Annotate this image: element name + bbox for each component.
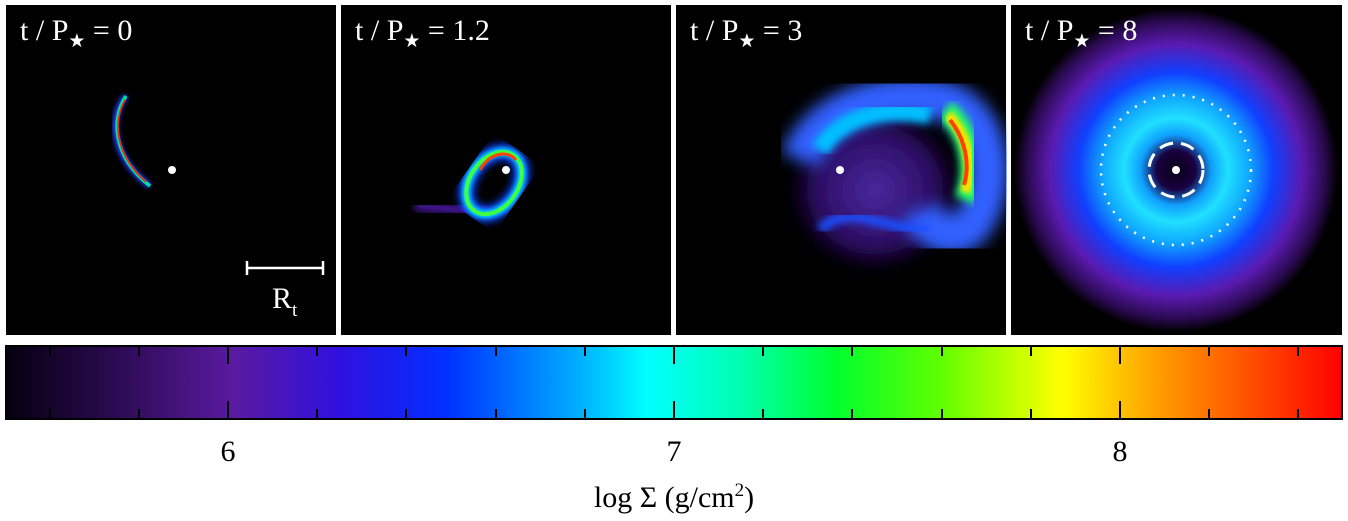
colorbar-tick-label-7: 7 [667,435,682,468]
dotted-circle-4 [1099,93,1253,247]
colorbar-ticks [49,346,1299,419]
panel-4: t / P★ = 8 [1011,5,1342,335]
colorbar-tick-label-8: 8 [1113,435,1128,468]
scale-bar: Rt [245,261,325,321]
panel-3: t / P★ = 3 [676,5,1009,335]
colorbar: 6 7 8 log Σ (g/cm2) [5,345,1343,514]
panel-3-title: t / P★ = 3 [690,14,802,52]
colorbar-tick-label-6: 6 [221,435,236,468]
panel-4-title: t / P★ = 8 [1025,14,1137,52]
black-hole-dot-1 [168,166,176,174]
stream-loop-2 [414,143,530,223]
colorbar-axis-label: log Σ (g/cm2) [594,480,754,514]
debris-cloud-3 [781,77,1009,275]
scale-bar-label: R [272,282,292,315]
panel-1-title: t / P★ = 0 [20,14,132,52]
black-hole-dot-2 [502,166,510,174]
scale-bar-subscript: t [292,300,298,321]
panel-2: t / P★ = 1.2 [341,5,671,335]
svg-text:Rt: Rt [272,282,298,321]
panel-2-title: t / P★ = 1.2 [355,14,490,52]
stream-arc-1 [112,94,152,189]
black-hole-dot-3 [836,166,844,174]
dashed-circle-4 [1147,141,1205,199]
panel-1: Rt t / P★ = 0 [6,5,336,335]
black-hole-dot-4 [1172,166,1180,174]
